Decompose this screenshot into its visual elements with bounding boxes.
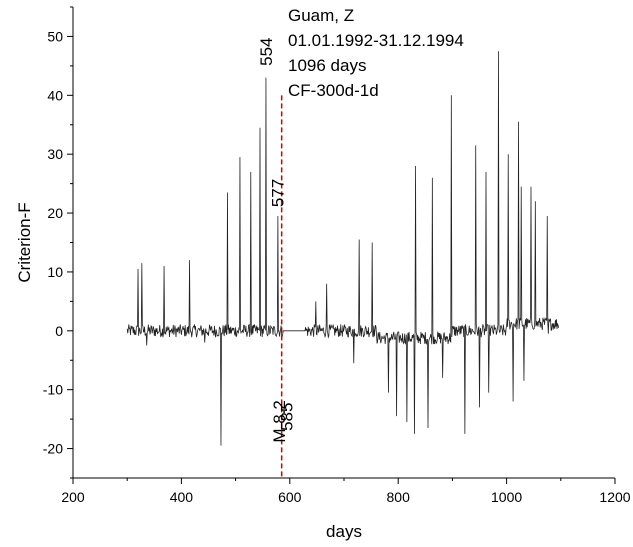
y-axis-title: Criterion-F [15, 202, 34, 282]
y-tick-label: 50 [47, 28, 63, 44]
annotation-585: 585 [278, 403, 297, 431]
info-line-station: Guam, Z [288, 6, 354, 25]
y-tick-label: -10 [43, 382, 63, 398]
ticks-layer: 200 400 600 800 1000 1200 -20 -10 0 10 20 30 40 50 [43, 6, 631, 505]
info-block: Guam, Z 01.01.1992-31.12.1994 1096 days … [288, 6, 464, 100]
y-tick-label: 30 [47, 146, 63, 162]
y-tick-label: 20 [47, 205, 63, 221]
y-tick-label: 40 [47, 87, 63, 103]
series-line [126, 51, 560, 446]
annotation-magnitude: M 8.2 [270, 400, 289, 443]
x-tick-label: 1200 [599, 489, 630, 505]
x-tick-label: 1000 [491, 489, 522, 505]
plot-area [126, 51, 560, 478]
x-tick-label: 200 [61, 489, 85, 505]
y-tick-label: 10 [47, 264, 63, 280]
x-tick-label: 400 [170, 489, 194, 505]
info-line-days: 1096 days [288, 56, 366, 75]
info-line-method: CF-300d-1d [288, 81, 379, 100]
annotation-577: 577 [268, 179, 287, 207]
x-tick-label: 600 [278, 489, 302, 505]
axes-layer [72, 7, 615, 479]
annotation-554: 554 [257, 38, 276, 66]
x-axis-title: days [326, 522, 362, 541]
y-tick-label: -20 [43, 441, 63, 457]
y-tick-label: 0 [55, 323, 63, 339]
series-layer [126, 51, 560, 446]
x-tick-label: 800 [387, 489, 411, 505]
info-line-date-range: 01.01.1992-31.12.1994 [288, 31, 464, 50]
